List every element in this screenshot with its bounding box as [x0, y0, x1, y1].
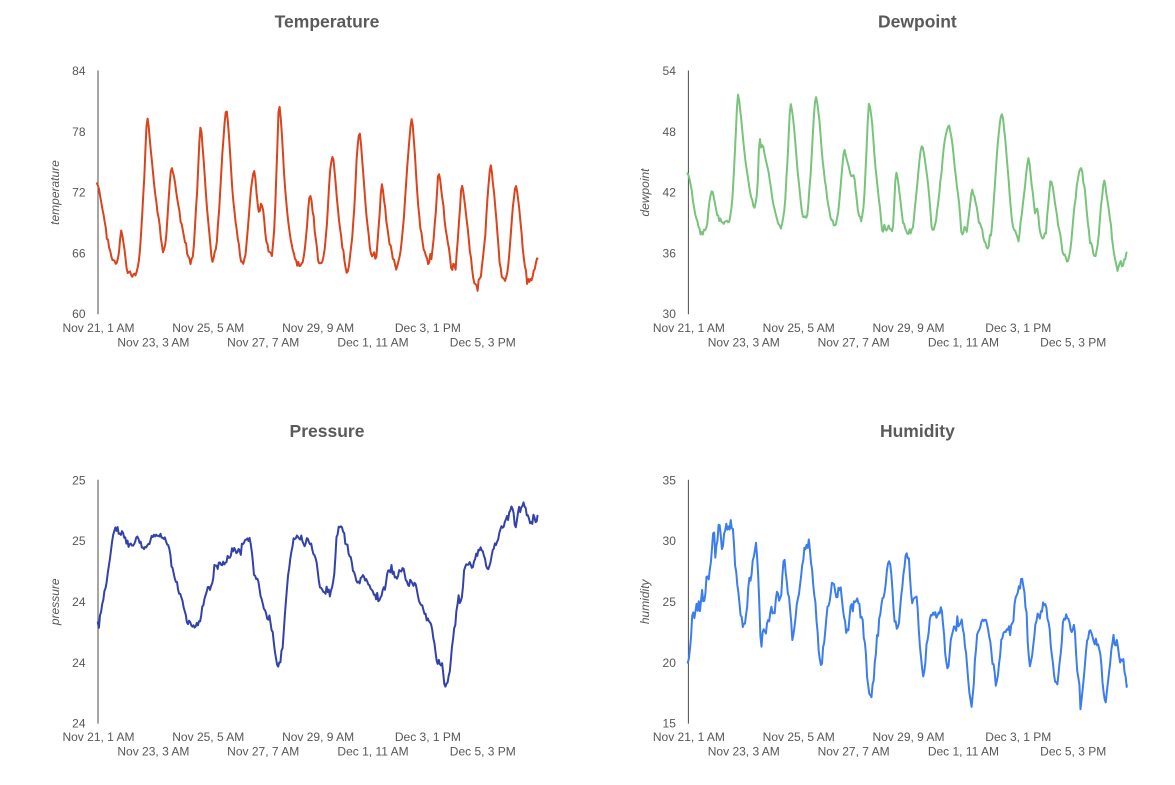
- svg-text:Nov 21, 1 AM: Nov 21, 1 AM: [653, 730, 725, 744]
- svg-text:25: 25: [663, 595, 677, 609]
- svg-text:Dec 3, 1 PM: Dec 3, 1 PM: [395, 730, 461, 744]
- svg-text:humidity: humidity: [638, 578, 652, 624]
- svg-text:30: 30: [663, 534, 677, 548]
- svg-text:Nov 25, 5 AM: Nov 25, 5 AM: [172, 730, 244, 744]
- svg-text:Nov 25, 5 AM: Nov 25, 5 AM: [763, 730, 835, 744]
- svg-text:pressure: pressure: [48, 578, 62, 626]
- svg-text:Pressure: Pressure: [290, 421, 365, 441]
- svg-text:Dec 3, 1 PM: Dec 3, 1 PM: [985, 730, 1051, 744]
- svg-text:Nov 27, 7 AM: Nov 27, 7 AM: [818, 745, 890, 759]
- svg-text:Dec 1, 11 AM: Dec 1, 11 AM: [928, 745, 999, 759]
- svg-text:72: 72: [72, 186, 86, 200]
- svg-text:Nov 23, 3 AM: Nov 23, 3 AM: [708, 336, 780, 350]
- svg-text:66: 66: [72, 246, 86, 260]
- svg-text:36: 36: [663, 246, 677, 260]
- svg-text:60: 60: [72, 307, 86, 321]
- svg-text:42: 42: [663, 186, 677, 200]
- svg-text:54: 54: [663, 64, 677, 78]
- svg-text:35: 35: [663, 474, 677, 488]
- svg-text:Temperature: Temperature: [275, 12, 380, 32]
- svg-text:Nov 29, 9 AM: Nov 29, 9 AM: [872, 730, 944, 744]
- svg-text:Nov 29, 9 AM: Nov 29, 9 AM: [282, 321, 354, 335]
- svg-text:Dec 3, 1 PM: Dec 3, 1 PM: [985, 321, 1051, 335]
- svg-text:Dec 1, 11 AM: Dec 1, 11 AM: [337, 336, 408, 350]
- svg-text:20: 20: [663, 656, 677, 670]
- svg-text:Nov 25, 5 AM: Nov 25, 5 AM: [172, 321, 244, 335]
- svg-text:Nov 27, 7 AM: Nov 27, 7 AM: [818, 336, 890, 350]
- svg-text:Nov 21, 1 AM: Nov 21, 1 AM: [62, 321, 134, 335]
- svg-text:Nov 27, 7 AM: Nov 27, 7 AM: [227, 336, 299, 350]
- svg-text:24: 24: [72, 656, 86, 670]
- svg-text:Nov 21, 1 AM: Nov 21, 1 AM: [653, 321, 725, 335]
- svg-text:Dewpoint: Dewpoint: [878, 12, 957, 32]
- svg-text:Nov 29, 9 AM: Nov 29, 9 AM: [872, 321, 944, 335]
- svg-text:Dec 5, 3 PM: Dec 5, 3 PM: [450, 336, 516, 350]
- svg-text:Dec 1, 11 AM: Dec 1, 11 AM: [337, 745, 408, 759]
- svg-text:Nov 27, 7 AM: Nov 27, 7 AM: [227, 745, 299, 759]
- svg-text:84: 84: [72, 64, 86, 78]
- svg-text:Nov 23, 3 AM: Nov 23, 3 AM: [117, 745, 189, 759]
- svg-text:48: 48: [663, 125, 677, 139]
- svg-text:25: 25: [72, 534, 86, 548]
- svg-text:Nov 21, 1 AM: Nov 21, 1 AM: [62, 730, 134, 744]
- svg-text:Dec 1, 11 AM: Dec 1, 11 AM: [928, 336, 999, 350]
- svg-text:dewpoint: dewpoint: [638, 168, 652, 217]
- svg-text:Nov 23, 3 AM: Nov 23, 3 AM: [708, 745, 780, 759]
- svg-text:24: 24: [72, 717, 86, 731]
- svg-text:Dec 5, 3 PM: Dec 5, 3 PM: [1040, 336, 1106, 350]
- svg-text:Dec 5, 3 PM: Dec 5, 3 PM: [450, 745, 516, 759]
- svg-text:78: 78: [72, 125, 86, 139]
- svg-text:30: 30: [663, 307, 677, 321]
- svg-text:Nov 23, 3 AM: Nov 23, 3 AM: [117, 336, 189, 350]
- svg-text:Nov 29, 9 AM: Nov 29, 9 AM: [282, 730, 354, 744]
- svg-text:temperature: temperature: [48, 160, 62, 225]
- svg-text:25: 25: [72, 474, 86, 488]
- svg-text:15: 15: [663, 717, 677, 731]
- svg-text:Dec 5, 3 PM: Dec 5, 3 PM: [1040, 745, 1106, 759]
- svg-text:Humidity: Humidity: [880, 421, 955, 441]
- svg-text:24: 24: [72, 595, 86, 609]
- svg-text:Dec 3, 1 PM: Dec 3, 1 PM: [395, 321, 461, 335]
- svg-text:Nov 25, 5 AM: Nov 25, 5 AM: [763, 321, 835, 335]
